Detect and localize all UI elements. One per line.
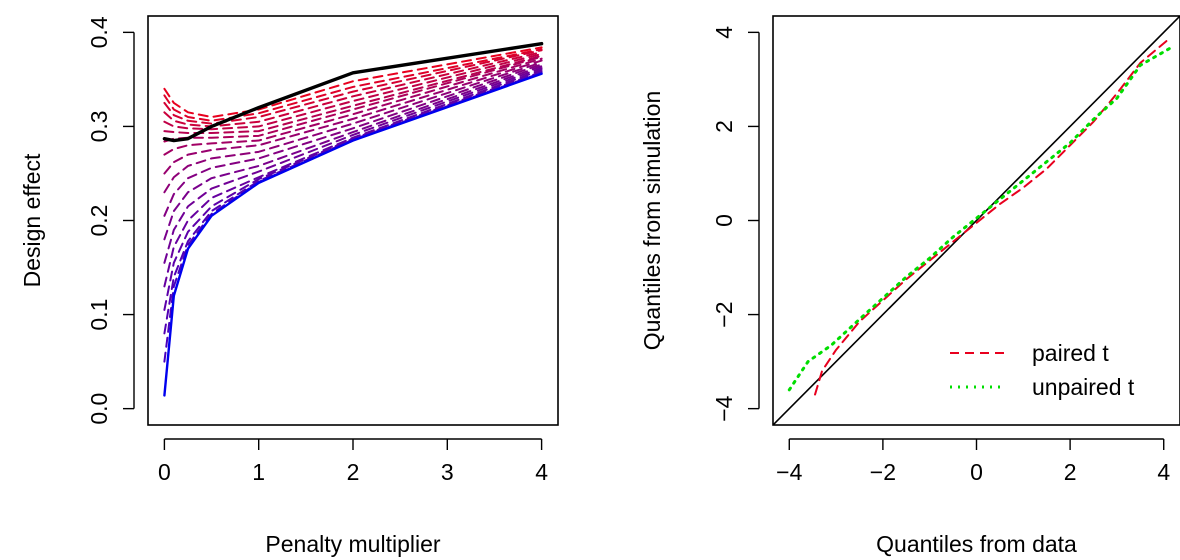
x-tick-label: 2 xyxy=(347,459,360,485)
x-tick-label: 4 xyxy=(1157,459,1170,485)
series-line-13 xyxy=(163,65,543,241)
right-plot-frame xyxy=(772,15,1180,426)
y-tick-label: 0.0 xyxy=(86,393,112,425)
x-tick-label: −2 xyxy=(870,459,896,485)
y-tick-label: 0 xyxy=(711,214,737,227)
left-y-axis: 0.0 0.1 0.2 0.3 0.4 xyxy=(86,16,135,425)
series-line-10 xyxy=(163,59,543,175)
right-x-axis-label: Quantiles from data xyxy=(876,531,1077,557)
left-plot-frame xyxy=(147,15,559,426)
series-line-2 xyxy=(163,46,543,119)
x-tick-label: 0 xyxy=(158,459,171,485)
series-line-17 xyxy=(163,71,543,335)
right-y-axis: −4 −2 0 2 4 xyxy=(711,26,760,422)
x-tick-label: 3 xyxy=(441,459,454,485)
right-x-axis: −4 −2 0 2 4 xyxy=(776,438,1170,485)
y-tick-label: 4 xyxy=(711,26,737,39)
y-tick-label: 0.1 xyxy=(86,299,112,331)
legend-label: paired t xyxy=(1032,340,1109,366)
series-line-3 xyxy=(163,48,543,122)
left-x-axis: 0 1 2 3 4 xyxy=(158,438,548,485)
legend-label: unpaired t xyxy=(1032,374,1135,400)
series-line-4 xyxy=(163,49,543,125)
y-tick-label: 2 xyxy=(711,120,737,133)
left-plot-lines xyxy=(162,41,544,397)
right-panel-quantile-plot: −4 −2 0 2 4 −4 −2 0 2 4 Quantiles from data Quan… xyxy=(639,15,1180,557)
series-line-15 xyxy=(163,68,543,288)
left-y-axis-label: Design effect xyxy=(19,153,45,287)
right-y-axis-label: Quantiles from simulation xyxy=(639,91,665,351)
y-tick-label: 0.3 xyxy=(86,110,112,142)
unpaired-t-series-line xyxy=(787,44,1175,392)
x-tick-label: 0 xyxy=(970,459,983,485)
legend: paired t unpaired t xyxy=(950,340,1135,400)
left-panel-design-effect: 0 1 2 3 4 0.0 0.1 0.2 0.3 0.4 Penalty multiplier… xyxy=(19,15,559,557)
left-x-axis-label: Penalty multiplier xyxy=(265,531,440,557)
x-tick-label: 1 xyxy=(252,459,265,485)
series-line-8 xyxy=(163,55,543,143)
series-line-12 xyxy=(163,63,543,217)
right-plot-lines xyxy=(773,16,1180,425)
x-tick-label: −4 xyxy=(776,459,802,485)
series-line-9 xyxy=(163,57,543,156)
x-tick-label: 2 xyxy=(1064,459,1077,485)
y-tick-label: −4 xyxy=(711,395,737,421)
series-line-16 xyxy=(163,70,543,311)
series-line-11 xyxy=(163,61,543,194)
y-tick-label: 0.4 xyxy=(86,16,112,48)
series-line-0 xyxy=(162,41,544,143)
x-tick-label: 4 xyxy=(535,459,548,485)
series-line-14 xyxy=(163,67,543,264)
y-tick-label: −2 xyxy=(711,301,737,327)
y-tick-label: 0.2 xyxy=(86,205,112,237)
series-line-6 xyxy=(163,53,543,131)
series-line-1 xyxy=(163,72,543,397)
paired-t-series-line xyxy=(814,38,1170,396)
series-line-7 xyxy=(163,54,543,135)
